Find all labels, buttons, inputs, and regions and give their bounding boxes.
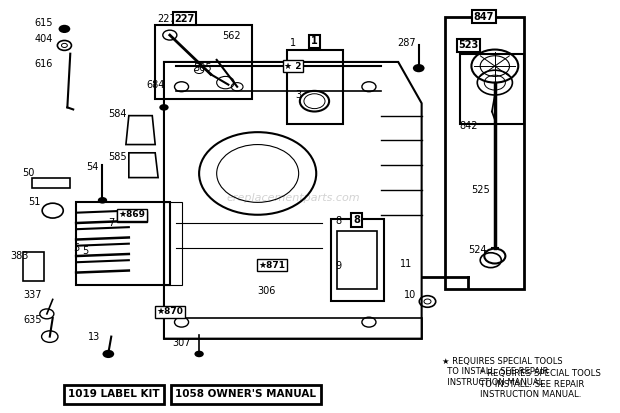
Text: 5: 5: [73, 243, 79, 253]
Text: 287: 287: [397, 38, 416, 48]
Text: 584: 584: [108, 109, 126, 119]
Text: 562: 562: [222, 31, 241, 41]
Circle shape: [98, 197, 107, 204]
Text: 3: 3: [296, 90, 302, 100]
Circle shape: [195, 351, 204, 357]
Text: 524: 524: [468, 245, 487, 255]
Text: ★871: ★871: [258, 261, 285, 270]
Text: 8: 8: [353, 215, 360, 225]
Text: 1019 LABEL KIT: 1019 LABEL KIT: [68, 389, 160, 399]
Bar: [164, 202, 182, 285]
Circle shape: [159, 104, 169, 111]
Text: 227: 227: [174, 14, 195, 24]
Text: 1: 1: [290, 38, 296, 48]
Bar: [32, 178, 70, 188]
Text: 11: 11: [400, 259, 412, 269]
Bar: [164, 318, 422, 339]
Text: * REQUIRES SPECIAL TOOLS
TO INSTALL. SEE REPAIR
INSTRUCTION MANUAL.: * REQUIRES SPECIAL TOOLS TO INSTALL. SEE…: [480, 369, 601, 399]
Circle shape: [413, 64, 425, 72]
Text: 51: 51: [28, 197, 40, 207]
Text: 404: 404: [35, 34, 53, 44]
Text: 684: 684: [146, 80, 164, 90]
Text: ★ REQUIRES SPECIAL TOOLS
  TO INSTALL. SEE REPAIR
  INSTRUCTION MANUAL.: ★ REQUIRES SPECIAL TOOLS TO INSTALL. SEE…: [442, 357, 563, 387]
Bar: [287, 50, 343, 124]
Text: 847: 847: [474, 12, 494, 21]
Bar: [331, 219, 384, 301]
Text: 9: 9: [335, 261, 342, 271]
Text: 5: 5: [82, 246, 88, 256]
Text: 7: 7: [108, 218, 115, 228]
Text: 13: 13: [87, 332, 100, 342]
Text: 615: 615: [35, 18, 53, 28]
Text: 1058 OWNER'S MANUAL: 1058 OWNER'S MANUAL: [175, 389, 316, 399]
Text: 8: 8: [335, 216, 342, 226]
Text: 523: 523: [459, 44, 478, 54]
Text: 306: 306: [257, 286, 276, 296]
Bar: [459, 54, 524, 124]
Text: 383: 383: [10, 251, 29, 261]
Text: 585: 585: [108, 152, 126, 162]
Text: ★869: ★869: [118, 210, 145, 219]
Text: 50: 50: [22, 169, 34, 178]
Text: ★ 2: ★ 2: [284, 62, 301, 71]
Text: 307: 307: [172, 338, 191, 348]
Text: 525: 525: [471, 185, 490, 195]
Bar: [24, 252, 44, 281]
Text: 337: 337: [23, 290, 42, 300]
Text: 635: 635: [23, 315, 42, 325]
Text: 54: 54: [86, 162, 99, 172]
Text: 10: 10: [404, 290, 416, 300]
Text: 505: 505: [193, 63, 211, 73]
Text: 616: 616: [35, 59, 53, 69]
Text: 523: 523: [458, 40, 479, 50]
Circle shape: [58, 25, 70, 33]
Text: ★870: ★870: [156, 307, 184, 316]
Text: ★869: ★869: [118, 212, 145, 221]
Text: 842: 842: [459, 121, 478, 131]
Text: 1: 1: [311, 36, 318, 46]
Bar: [76, 202, 170, 285]
Bar: [155, 25, 252, 99]
Bar: [445, 17, 524, 289]
Text: 227: 227: [157, 14, 176, 24]
Text: ereplacementparts.com: ereplacementparts.com: [226, 193, 360, 203]
Circle shape: [102, 350, 114, 358]
Bar: [337, 231, 376, 289]
Text: 847: 847: [474, 14, 493, 24]
